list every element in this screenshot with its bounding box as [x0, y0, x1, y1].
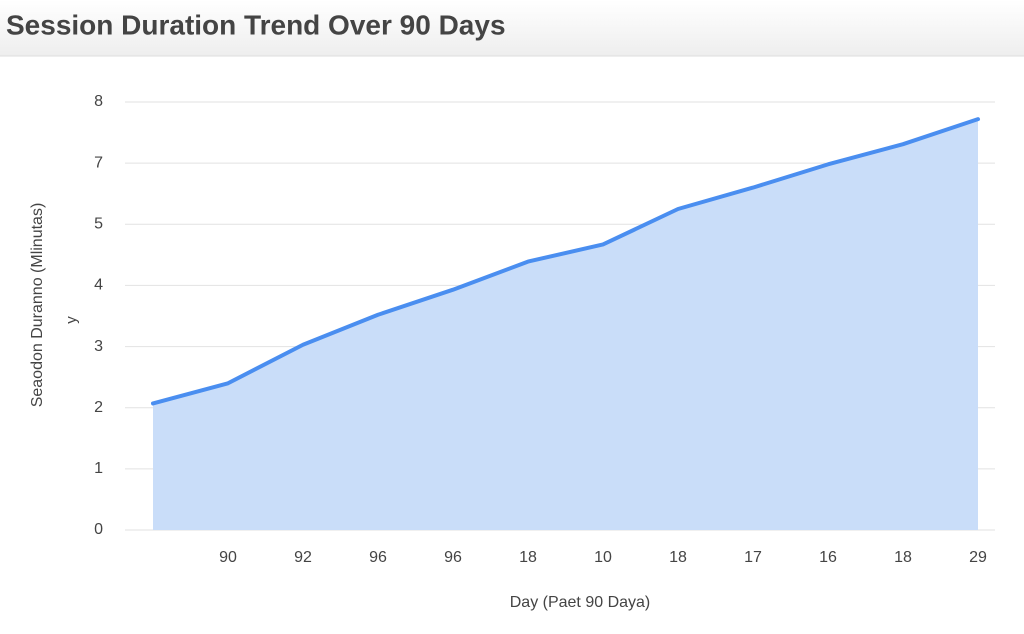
x-tick-label: 18: [669, 549, 687, 566]
chart-title: Session Duration Trend Over 90 Days: [6, 9, 506, 40]
y-tick-label: 0: [94, 521, 103, 538]
x-tick-label: 18: [894, 549, 912, 566]
area-fill: [153, 119, 978, 531]
y-tick-label: 3: [94, 338, 103, 355]
x-tick-label: 16: [819, 549, 837, 566]
y-axis-sublabel: y: [63, 316, 80, 324]
header-bar: [0, 0, 1024, 56]
x-tick-label: 96: [369, 549, 387, 566]
x-tick-label: 10: [594, 549, 612, 566]
x-tick-label: 92: [294, 549, 312, 566]
y-tick-label: 1: [94, 460, 103, 477]
x-tick-label: 18: [519, 549, 537, 566]
x-axis-label: Day (Paet 90 Daya): [510, 594, 651, 611]
y-tick-label: 2: [94, 399, 103, 416]
y-axis-label: Seaodon Duranno (Mlinutas): [29, 203, 46, 408]
x-tick-label: 96: [444, 549, 462, 566]
y-tick-label: 7: [94, 154, 103, 171]
y-tick-label: 5: [94, 216, 103, 233]
x-tick-label: 90: [219, 549, 237, 566]
y-tick-label: 4: [94, 277, 103, 294]
y-tick-label: 8: [94, 93, 103, 110]
area-line: [151, 117, 980, 406]
x-tick-label: 29: [969, 549, 987, 566]
x-tick-label: 17: [744, 549, 762, 566]
